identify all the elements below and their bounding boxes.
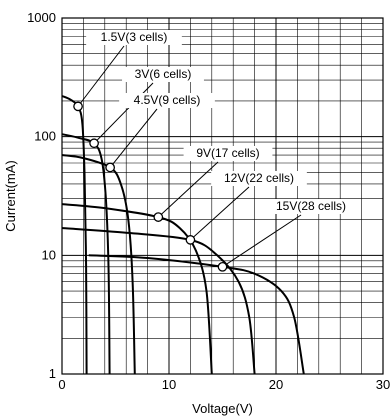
y-axis-title: Current(mA) — [3, 160, 18, 232]
x-tick-label: 20 — [269, 377, 283, 392]
operating-point-marker — [73, 101, 83, 112]
tick-labels: 0 10 20 30 1 10 100 1000 — [27, 10, 390, 392]
series-curve — [61, 227, 256, 375]
series-curve — [61, 154, 136, 375]
operating-point-marker — [217, 261, 228, 272]
annotation-leader — [222, 214, 302, 268]
y-tick-label: 100 — [34, 129, 56, 144]
annotations: 1.5V(3 cells) 3V(6 cells) 4.5V(9 cells) 9V(… — [73, 30, 359, 272]
x-tick-label: 30 — [376, 377, 390, 392]
annotation-leader — [190, 186, 250, 241]
annotation-box — [86, 30, 182, 45]
annotation-box — [211, 171, 307, 186]
x-tick-label: 10 — [162, 377, 176, 392]
plot-frame — [61, 17, 384, 375]
annotation-box — [183, 146, 273, 161]
x-axis-title: Voltage(V) — [192, 401, 253, 416]
series-curves — [61, 95, 305, 375]
series-curve — [61, 133, 111, 375]
annotation-leader — [77, 45, 125, 107]
series-curve — [61, 95, 88, 375]
annotation-leader — [109, 108, 158, 168]
annotation-label: 12V(22 cells) — [224, 171, 294, 185]
operating-point-marker — [153, 212, 164, 222]
annotation-label: 9V(17 cells) — [196, 146, 259, 160]
annotation-label: 3V(6 cells) — [135, 67, 192, 81]
series-curve — [61, 203, 213, 375]
x-tick-label: 0 — [58, 377, 65, 392]
annotation-label: 1.5V(3 cells) — [101, 30, 168, 44]
annotation-box — [263, 199, 359, 214]
series-curve — [88, 254, 305, 375]
operating-point-marker — [89, 138, 99, 149]
operating-point-marker — [105, 162, 116, 173]
annotation-leader — [157, 161, 219, 218]
y-tick-label: 1 — [49, 366, 56, 381]
y-tick-label: 1000 — [27, 10, 56, 25]
operating-point-marker — [185, 235, 196, 245]
annotation-box — [119, 93, 215, 108]
annotation-label: 15V(28 cells) — [276, 199, 346, 213]
annotation-box — [122, 67, 204, 82]
y-tick-label: 10 — [42, 247, 56, 262]
annotation-label: 4.5V(9 cells) — [134, 93, 201, 107]
